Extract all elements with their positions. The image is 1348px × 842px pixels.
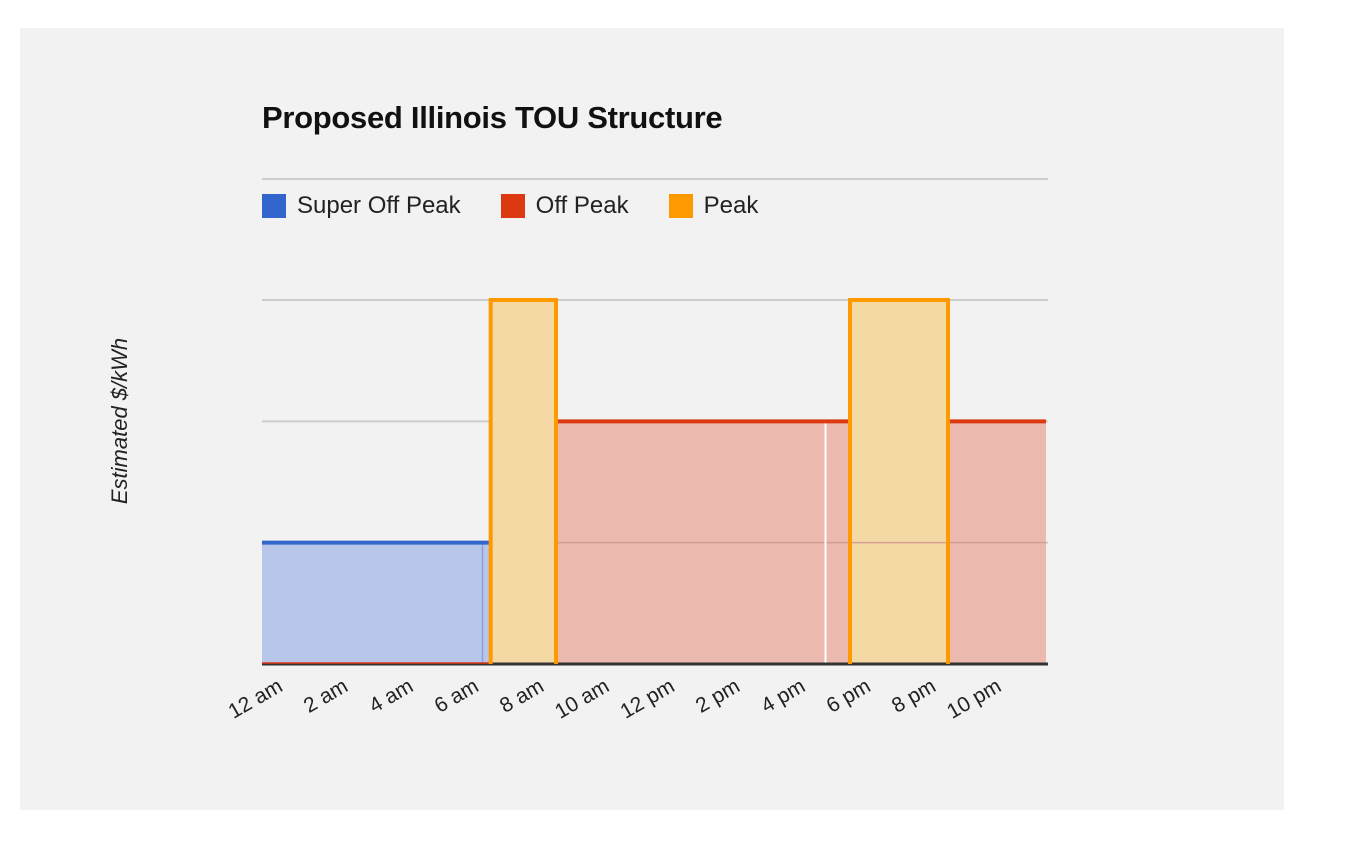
- x-tick-label: 6 pm: [823, 674, 875, 717]
- legend-item-super-off-peak: Super Off Peak: [262, 192, 461, 220]
- legend-swatch-off-peak: [500, 194, 525, 218]
- area-super-off-peak: [262, 542, 491, 664]
- x-tick-label: 4 am: [365, 674, 417, 717]
- legend-swatch-super-off-peak: [262, 194, 286, 218]
- legend: Super Off Peak Off Peak Peak: [262, 191, 798, 221]
- x-tick-label: 10 pm: [943, 674, 1005, 723]
- area-peak: [850, 300, 948, 664]
- x-tick-label: 2 pm: [692, 674, 744, 717]
- x-tick-label: 10 am: [551, 674, 613, 723]
- x-tick-label: 8 am: [496, 674, 548, 717]
- chart-card: [20, 28, 1284, 810]
- x-tick-label: 8 pm: [888, 674, 940, 717]
- x-tick-label: 12 am: [224, 674, 286, 723]
- legend-label-super-off-peak: Super Off Peak: [297, 192, 461, 219]
- series-line-peak: [848, 298, 950, 664]
- legend-item-off-peak: Off Peak: [500, 192, 629, 220]
- legend-item-peak: Peak: [668, 192, 759, 220]
- legend-swatch-peak: [668, 194, 693, 218]
- area-peak: [490, 300, 556, 664]
- x-tick-label: 4 pm: [757, 674, 809, 717]
- legend-label-peak: Peak: [703, 192, 759, 219]
- legend-label-off-peak: Off Peak: [535, 192, 629, 219]
- x-tick-label: 2 am: [300, 674, 352, 717]
- x-tick-label: 6 am: [431, 674, 483, 717]
- chart-title: Proposed Illinois TOU Structure: [262, 100, 723, 135]
- series-line-peak: [488, 298, 558, 664]
- x-tick-label: 12 pm: [616, 674, 678, 723]
